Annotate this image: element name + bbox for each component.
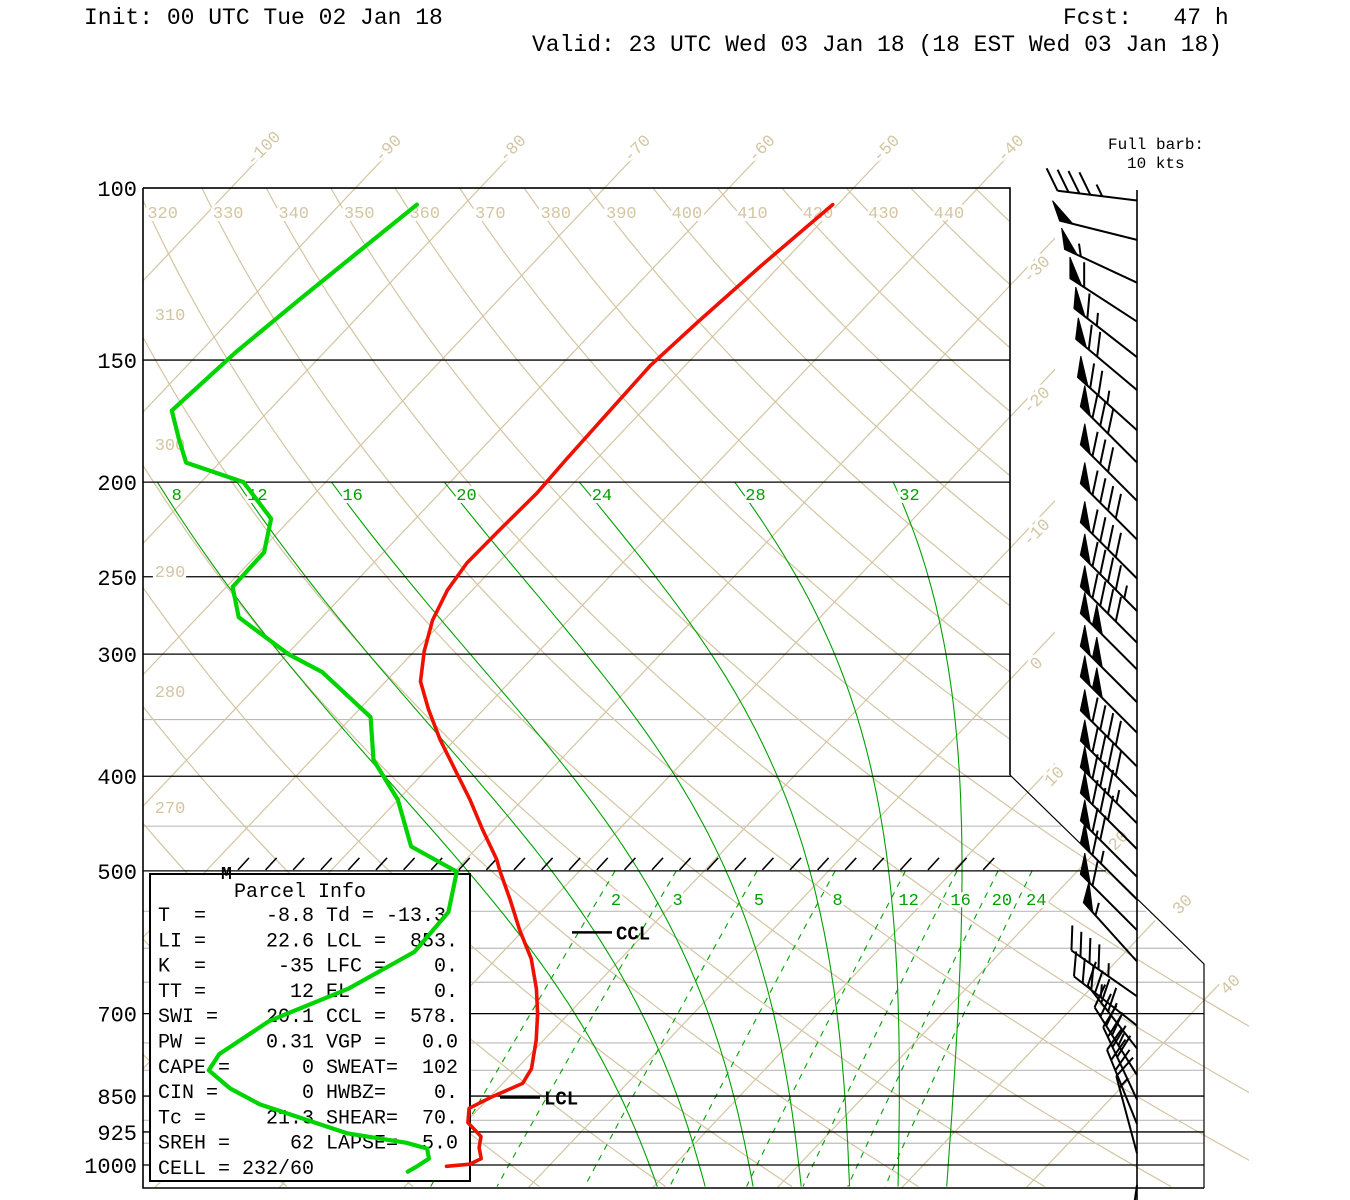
svg-text:360: 360 bbox=[409, 205, 440, 224]
svg-text:290: 290 bbox=[155, 564, 186, 583]
grid-labels: -100 -90 -80 -70 -60 -50 -40-30-20-10010203040… bbox=[144, 125, 1248, 1002]
valid-time-label: Valid: 23 UTC Wed 03 Jan 18 (18 EST Wed … bbox=[532, 32, 1223, 58]
svg-text:270: 270 bbox=[155, 800, 186, 819]
svg-text:-30: -30 bbox=[1020, 253, 1055, 288]
svg-text:1000: 1000 bbox=[84, 1155, 137, 1180]
svg-text:16: 16 bbox=[342, 487, 362, 506]
svg-text:28: 28 bbox=[745, 487, 765, 506]
pressure-gridlines-minor bbox=[143, 718, 1204, 1144]
svg-text:T = -8.8 Td = -13.3: T = -8.8 Td = -13.3 bbox=[158, 905, 446, 928]
pressure-axis-labels: 100 150 200 250 300 400 500 700 850 925 1000 bbox=[84, 178, 137, 1180]
svg-text:370: 370 bbox=[475, 205, 506, 224]
hatch-marks-500mb bbox=[237, 857, 995, 871]
svg-text:5: 5 bbox=[754, 892, 764, 911]
svg-text:410: 410 bbox=[737, 205, 768, 224]
svg-text:32: 32 bbox=[899, 487, 919, 506]
init-time-label: Init: 00 UTC Tue 02 Jan 18 bbox=[84, 5, 443, 31]
barb-legend-title: Full barb: bbox=[1108, 136, 1205, 154]
svg-text:-60: -60 bbox=[745, 132, 780, 167]
svg-text:-50: -50 bbox=[870, 132, 905, 167]
svg-text:TT = 12 EL = 0.: TT = 12 EL = 0. bbox=[158, 981, 458, 1004]
svg-text:500: 500 bbox=[97, 861, 137, 886]
svg-text:340: 340 bbox=[278, 205, 309, 224]
svg-text:12: 12 bbox=[898, 892, 918, 911]
svg-text:-70: -70 bbox=[621, 132, 656, 167]
level-markers: M CCL LCL bbox=[221, 865, 650, 1111]
svg-text:K = -35 LFC = 0.: K = -35 LFC = 0. bbox=[158, 956, 458, 979]
svg-text:16: 16 bbox=[950, 892, 970, 911]
svg-text:-10: -10 bbox=[1020, 516, 1055, 551]
svg-text:100: 100 bbox=[97, 178, 137, 203]
dewpoint-trace bbox=[169, 202, 459, 1174]
svg-text:-80: -80 bbox=[496, 132, 531, 167]
svg-text:24: 24 bbox=[1026, 892, 1046, 911]
svg-text:3: 3 bbox=[672, 892, 682, 911]
svg-text:SWI = 20.1 CCL = 578.: SWI = 20.1 CCL = 578. bbox=[158, 1006, 458, 1029]
svg-text:8: 8 bbox=[172, 487, 182, 506]
temperature-trace bbox=[418, 202, 835, 1169]
svg-text:-20: -20 bbox=[1020, 384, 1055, 419]
svg-text:350: 350 bbox=[344, 205, 375, 224]
svg-text:400: 400 bbox=[672, 205, 703, 224]
wind-barb-column bbox=[1045, 167, 1138, 1200]
svg-text:400: 400 bbox=[97, 766, 137, 791]
svg-text:LI = 22.6 LCL = 853.: LI = 22.6 LCL = 853. bbox=[158, 930, 458, 953]
svg-text:-90: -90 bbox=[372, 132, 407, 167]
svg-text:30: 30 bbox=[1170, 892, 1198, 920]
svg-text:20: 20 bbox=[456, 487, 476, 506]
svg-text:150: 150 bbox=[97, 350, 137, 375]
svg-text:320: 320 bbox=[147, 205, 178, 224]
svg-text:Parcel Info: Parcel Info bbox=[234, 881, 366, 904]
forecast-hour-label: Fcst: 47 h bbox=[1063, 5, 1229, 31]
moist-adiabat-lines bbox=[156, 481, 963, 1187]
svg-text:CIN = 0 HWBZ= 0.: CIN = 0 HWBZ= 0. bbox=[158, 1082, 458, 1105]
svg-text:700: 700 bbox=[97, 1004, 137, 1029]
svg-text:300: 300 bbox=[97, 644, 137, 669]
svg-text:20: 20 bbox=[992, 892, 1012, 911]
svg-text:10: 10 bbox=[1042, 764, 1070, 792]
svg-text:850: 850 bbox=[97, 1086, 137, 1111]
svg-text:CAPE = 0 SWEAT= 102: CAPE = 0 SWEAT= 102 bbox=[158, 1057, 458, 1080]
svg-text:925: 925 bbox=[97, 1122, 137, 1147]
barb-legend-units: 10 kts bbox=[1127, 155, 1185, 173]
svg-text:390: 390 bbox=[606, 205, 637, 224]
svg-text:M: M bbox=[221, 865, 232, 885]
svg-text:380: 380 bbox=[540, 205, 571, 224]
svg-text:40: 40 bbox=[1218, 972, 1246, 1000]
mixing-ratio-lines bbox=[430, 870, 1033, 1187]
svg-text:200: 200 bbox=[97, 472, 137, 497]
svg-text:430: 430 bbox=[868, 205, 899, 224]
svg-text:280: 280 bbox=[155, 684, 186, 703]
svg-text:8: 8 bbox=[833, 892, 843, 911]
svg-text:2: 2 bbox=[611, 892, 621, 911]
svg-text:24: 24 bbox=[592, 487, 612, 506]
svg-text:CELL = 232/60: CELL = 232/60 bbox=[158, 1158, 314, 1181]
svg-text:PW = 0.31 VGP = 0.0: PW = 0.31 VGP = 0.0 bbox=[158, 1032, 458, 1055]
svg-text:-40: -40 bbox=[994, 132, 1029, 167]
svg-text:310: 310 bbox=[155, 307, 186, 326]
plot-border bbox=[142, 187, 1205, 1189]
svg-text:0: 0 bbox=[1027, 654, 1048, 675]
svg-text:CCL: CCL bbox=[616, 923, 650, 945]
svg-text:250: 250 bbox=[97, 567, 137, 592]
svg-text:-100: -100 bbox=[243, 128, 285, 170]
svg-text:330: 330 bbox=[213, 205, 244, 224]
svg-text:LCL: LCL bbox=[544, 1089, 578, 1111]
svg-text:440: 440 bbox=[934, 205, 965, 224]
